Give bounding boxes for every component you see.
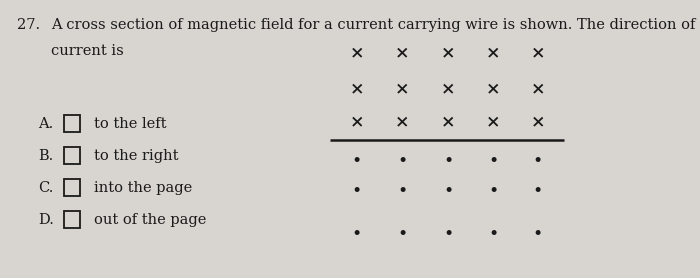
Text: to the left: to the left bbox=[94, 117, 167, 131]
Text: A cross section of magnetic field for a current carrying wire is shown. The dire: A cross section of magnetic field for a … bbox=[51, 18, 700, 32]
Text: •: • bbox=[489, 153, 498, 170]
Text: •: • bbox=[352, 153, 362, 170]
Text: ×: × bbox=[395, 44, 409, 61]
Text: •: • bbox=[398, 183, 407, 200]
Text: •: • bbox=[352, 226, 362, 244]
Text: C.: C. bbox=[38, 181, 54, 195]
Text: •: • bbox=[398, 226, 407, 244]
Text: ×: × bbox=[531, 114, 545, 131]
Text: •: • bbox=[533, 226, 542, 244]
Text: ×: × bbox=[486, 114, 500, 131]
Text: •: • bbox=[443, 226, 453, 244]
Text: •: • bbox=[489, 183, 498, 200]
Text: into the page: into the page bbox=[94, 181, 192, 195]
Text: ×: × bbox=[441, 44, 455, 61]
Text: ×: × bbox=[486, 44, 500, 61]
Text: •: • bbox=[533, 153, 542, 170]
Text: ×: × bbox=[531, 80, 545, 98]
Text: ×: × bbox=[395, 114, 409, 131]
Text: •: • bbox=[398, 153, 407, 170]
Text: ×: × bbox=[350, 44, 364, 61]
Text: •: • bbox=[352, 183, 362, 200]
Text: ×: × bbox=[350, 114, 364, 131]
Text: out of the page: out of the page bbox=[94, 213, 207, 227]
Text: •: • bbox=[443, 153, 453, 170]
Text: •: • bbox=[533, 183, 542, 200]
Text: ×: × bbox=[395, 80, 409, 98]
Text: current is: current is bbox=[51, 44, 124, 58]
Text: ×: × bbox=[441, 80, 455, 98]
Text: ×: × bbox=[531, 44, 545, 61]
Text: •: • bbox=[489, 226, 498, 244]
Text: A.: A. bbox=[38, 117, 54, 131]
Text: ×: × bbox=[350, 80, 364, 98]
Text: ×: × bbox=[486, 80, 500, 98]
Text: D.: D. bbox=[38, 213, 55, 227]
Text: B.: B. bbox=[38, 149, 54, 163]
Text: ×: × bbox=[441, 114, 455, 131]
Text: to the right: to the right bbox=[94, 149, 179, 163]
Text: •: • bbox=[443, 183, 453, 200]
Text: 27.: 27. bbox=[18, 18, 41, 32]
